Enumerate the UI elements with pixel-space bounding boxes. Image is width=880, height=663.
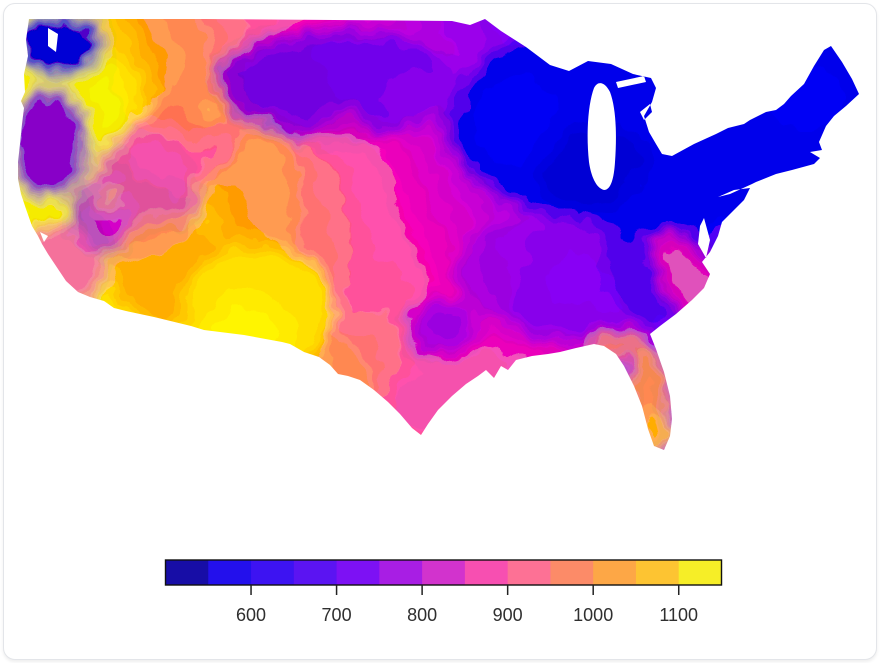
colorbar-tick-label: 900 <box>493 605 523 625</box>
colorbar-legend: 600 700 800 900 1000 1100 <box>164 559 723 625</box>
region-inland-nw-yellow-spot <box>199 102 219 118</box>
colorbar-tick-label: 1100 <box>659 605 698 625</box>
region-dakotas-patch <box>384 69 464 129</box>
region-puget-sound <box>18 19 104 76</box>
colorbar-segment <box>336 560 380 585</box>
colorbar-segment <box>678 560 723 585</box>
colorbar-segment <box>593 560 637 585</box>
colorbar-segment <box>422 560 466 585</box>
region-florida-south <box>644 414 674 450</box>
region-upper-midwest <box>464 74 564 174</box>
us-choropleth-figure: 600 700 800 900 1000 1100 <box>18 19 859 625</box>
colorbar-frame <box>164 559 723 586</box>
region-southwest-yellow-core <box>204 294 294 374</box>
colorbar-segments <box>165 560 723 585</box>
colorbar-segment <box>464 560 509 585</box>
colorbar-tick-label: 700 <box>322 605 352 625</box>
colorbar-segment <box>507 560 552 585</box>
region-inland-nw-warm <box>152 79 236 139</box>
colorbar-tick-label: 800 <box>407 605 437 625</box>
plot-card: 600 700 800 900 1000 1100 <box>3 3 877 660</box>
colorbar-segment <box>165 560 209 585</box>
colorbar-segment <box>379 560 423 585</box>
region-gulf-coast <box>434 342 614 382</box>
colorbar-tick-label: 1000 <box>573 605 613 625</box>
colorbar-segment <box>251 560 295 585</box>
region-south-texas <box>379 364 469 444</box>
region-deep-south <box>514 259 624 349</box>
region-california-coast <box>18 224 104 314</box>
colorbar-segment <box>550 560 594 585</box>
colorbar-tick-label: 600 <box>236 605 266 625</box>
region-oregon-cascades <box>18 89 89 199</box>
colorbar-segment <box>635 560 680 585</box>
choropleth-field <box>18 19 859 450</box>
colorbar-segment <box>293 560 338 585</box>
region-socal-amber-spot <box>97 189 121 209</box>
region-central-texas <box>407 299 477 359</box>
colorbar-ticks: 600 700 800 900 1000 1100 <box>236 585 698 625</box>
colorbar-segment <box>208 560 252 585</box>
region-new-england <box>754 59 854 139</box>
region-rockies-orange-band <box>231 124 301 264</box>
